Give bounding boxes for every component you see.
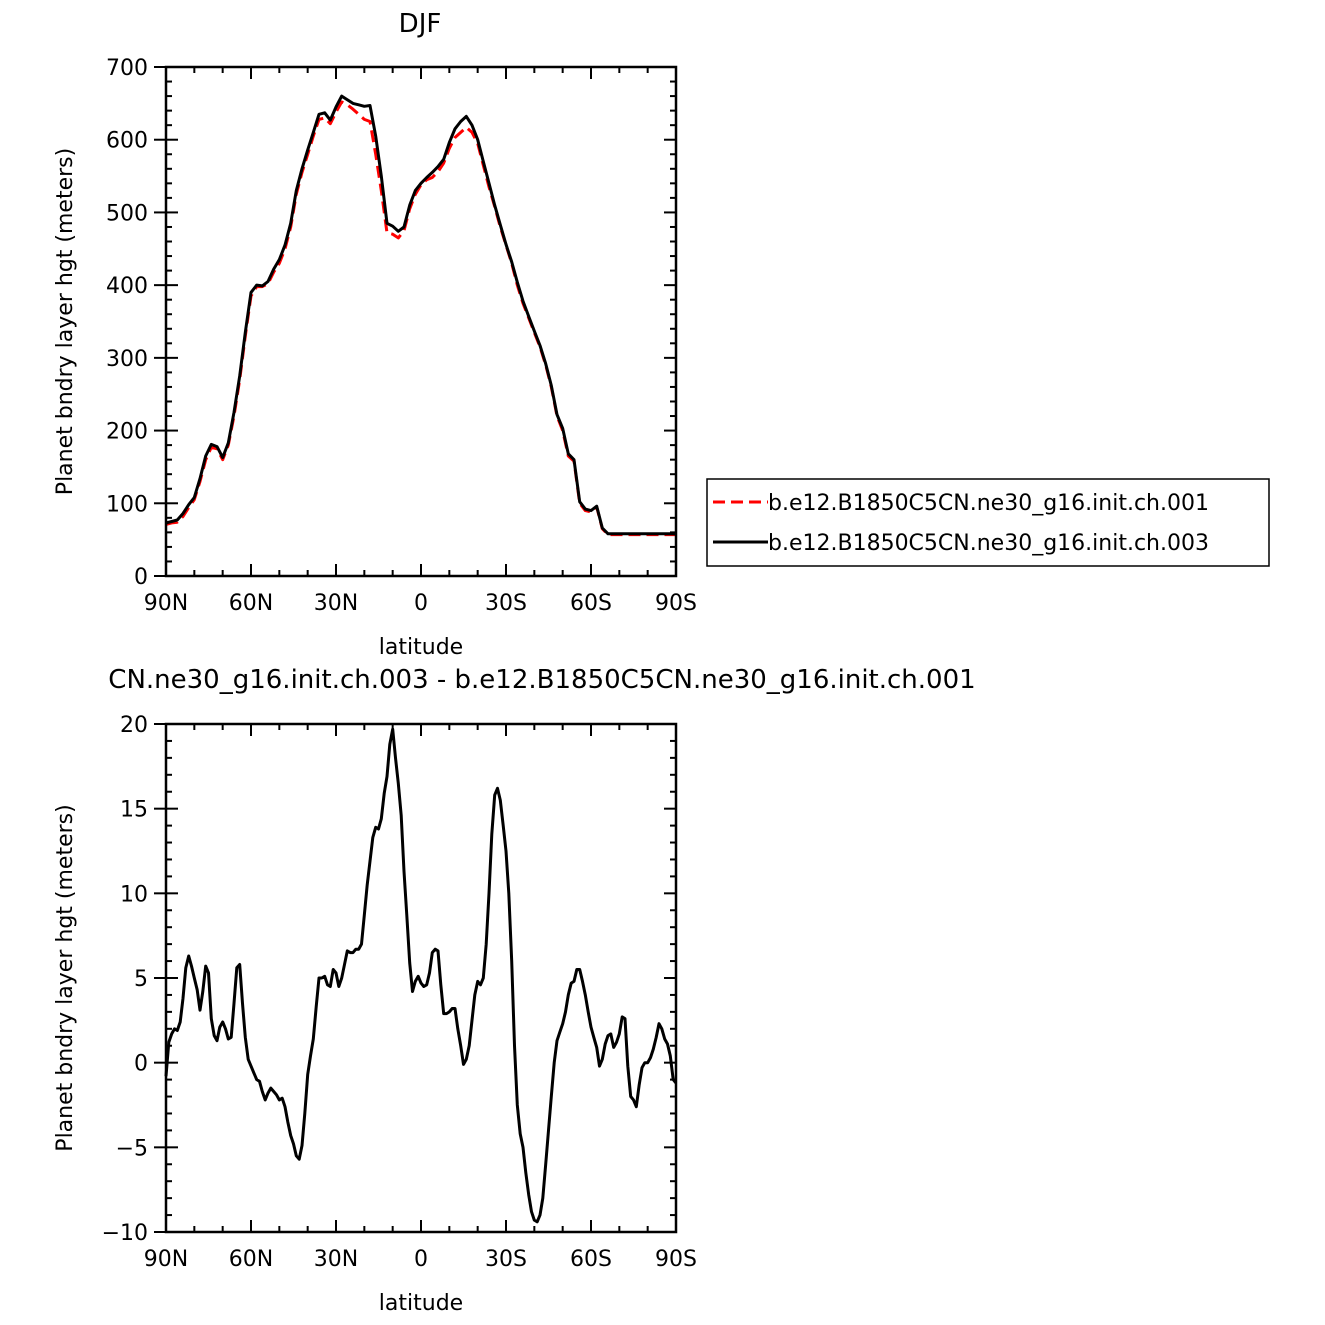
top-series-lines <box>165 94 676 537</box>
y-tick-label: 200 <box>106 420 148 445</box>
x-tick-label: 30N <box>314 591 358 616</box>
legend: b.e12.B1850C5CN.ne30_g16.init.ch.001 b.e… <box>706 478 1270 567</box>
bottom-y-axis-label: Planet bndry layer hgt (meters) <box>53 804 78 1151</box>
bottom-x-axis-label: latitude <box>379 1291 463 1316</box>
top-axis-ticks <box>154 66 677 577</box>
legend-entry-series-001: b.e12.B1850C5CN.ne30_g16.init.ch.001 <box>768 491 1209 516</box>
bottom-panel: CN.ne30_g16.init.ch.003 - b.e12.B1850C5C… <box>53 665 976 1316</box>
series-line-1 <box>165 100 676 537</box>
y-tick-label: 700 <box>106 56 148 81</box>
y-tick-label: 300 <box>106 347 148 372</box>
x-tick-label: 90N <box>144 1247 188 1272</box>
x-tick-label: 60N <box>229 591 273 616</box>
top-x-axis-label: latitude <box>379 635 463 660</box>
series-line-1 <box>164 727 678 1224</box>
top-tick-labels: 90N 60N 30N 0 30S 60S 90S 0 100 200 300 400 500 600 70… <box>106 56 697 616</box>
y-tick-label: −5 <box>116 1136 148 1161</box>
y-tick-label: −10 <box>102 1221 148 1246</box>
x-tick-label: 60N <box>229 1247 273 1272</box>
y-tick-label: 0 <box>134 1052 148 1077</box>
y-tick-label: 10 <box>120 882 148 907</box>
y-tick-label: 600 <box>106 129 148 154</box>
x-tick-label: 0 <box>414 1247 428 1272</box>
bottom-chart-title: CN.ne30_g16.init.ch.003 - b.e12.B1850C5C… <box>108 665 975 695</box>
x-tick-label: 90S <box>655 591 697 616</box>
x-tick-label: 90N <box>144 591 188 616</box>
y-tick-label: 400 <box>106 274 148 299</box>
x-tick-label: 60S <box>570 591 612 616</box>
y-tick-label: 100 <box>106 492 148 517</box>
y-tick-label: 0 <box>134 565 148 590</box>
bottom-plot-frame <box>164 722 678 1234</box>
y-tick-label: 5 <box>134 967 148 992</box>
top-chart-title: DJF <box>399 9 442 39</box>
x-tick-label: 30S <box>485 591 527 616</box>
series-line-2 <box>165 94 676 536</box>
y-tick-label: 500 <box>106 201 148 226</box>
x-tick-label: 0 <box>414 591 428 616</box>
legend-entry-series-003: b.e12.B1850C5CN.ne30_g16.init.ch.003 <box>768 531 1209 556</box>
bottom-axis-ticks <box>154 723 677 1233</box>
legend-box <box>706 478 1270 567</box>
top-plot-frame <box>164 65 678 578</box>
x-tick-label: 90S <box>655 1247 697 1272</box>
bottom-series-lines <box>164 727 678 1224</box>
x-tick-label: 30S <box>485 1247 527 1272</box>
bottom-tick-labels: 90N 60N 30N 0 30S 60S 90S −10 −5 0 5 10 15 20 <box>102 713 697 1272</box>
x-tick-label: 60S <box>570 1247 612 1272</box>
y-tick-label: 15 <box>120 798 148 823</box>
x-tick-label: 30N <box>314 1247 358 1272</box>
top-y-axis-label: Planet bndry layer hgt (meters) <box>53 148 78 495</box>
top-panel: DJF 90N 60N 30N 0 30S 60S 90S 0 100 200 300 400 500 6… <box>53 9 697 660</box>
y-tick-label: 20 <box>120 713 148 738</box>
